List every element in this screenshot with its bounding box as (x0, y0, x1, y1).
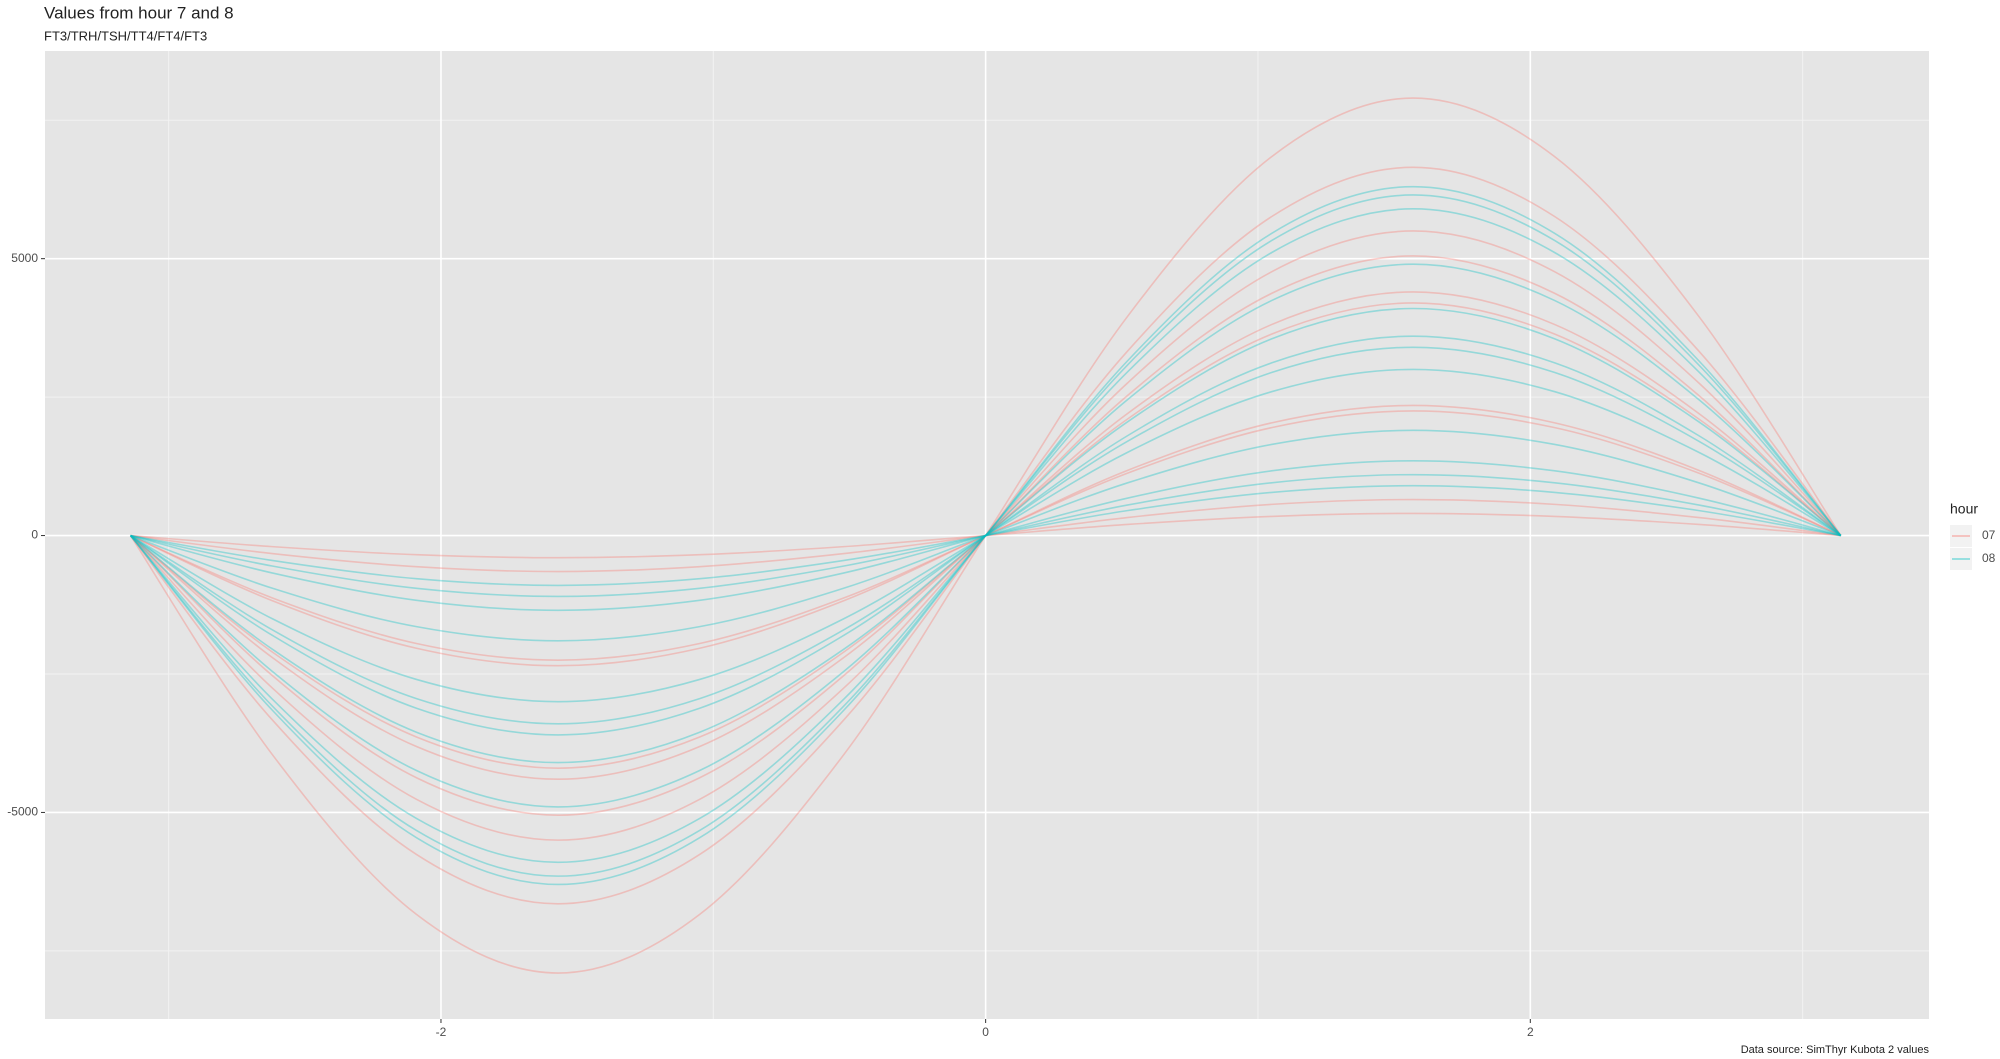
legend-label: 07 (1982, 528, 1996, 542)
x-tick-label: 0 (982, 1025, 989, 1039)
curve (130, 307, 1842, 764)
curve (129, 208, 1842, 864)
curve (130, 429, 1842, 642)
curve (130, 346, 1842, 725)
curve (130, 459, 1841, 612)
chart-subtitle: FT3/TRH/TSH/TT4/FT4/FT3 (44, 28, 207, 43)
curve (129, 255, 1842, 817)
chart-title: Values from hour 7 and 8 (44, 3, 234, 22)
curve (130, 473, 1841, 598)
curve (129, 97, 1842, 974)
x-tick-label: -2 (436, 1025, 447, 1039)
curve (130, 368, 1842, 703)
curve (129, 263, 1842, 808)
y-tick-label: 0 (31, 528, 38, 542)
curve (130, 335, 1842, 736)
legend-label: 08 (1982, 551, 1996, 565)
curve (130, 484, 1841, 587)
curve (129, 291, 1842, 781)
y-tick-label: -5000 (7, 805, 38, 819)
curve (130, 410, 1842, 661)
caption: Data source: SimThyr Kubota 2 values (1741, 1044, 1930, 1056)
curve (129, 230, 1842, 841)
curve (129, 166, 1842, 905)
curve (129, 185, 1842, 886)
curve (130, 302, 1842, 769)
y-tick-label: 5000 (11, 251, 38, 265)
legend-title: hour (1950, 501, 1978, 517)
curve (130, 512, 1841, 559)
x-tick-label: 2 (1527, 1025, 1534, 1039)
curve (130, 498, 1841, 573)
curve (130, 404, 1842, 667)
curve (129, 194, 1842, 877)
